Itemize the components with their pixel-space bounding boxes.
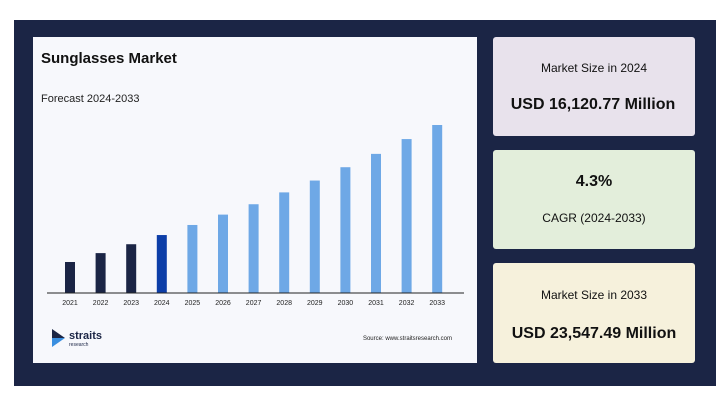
bar-2021	[65, 262, 75, 293]
x-tick-label-2023: 2023	[123, 300, 139, 307]
market-size-2024-card: Market Size in 2024 USD 16,120.77 Millio…	[493, 37, 695, 136]
x-tick-label-2024: 2024	[154, 300, 170, 307]
logo-mark-icon	[52, 329, 65, 347]
x-tick-label-2029: 2029	[307, 300, 323, 307]
bar-2023	[126, 244, 137, 293]
bar-2025	[187, 224, 198, 293]
x-tick-label-2025: 2025	[185, 300, 201, 307]
x-tick-label-2032: 2032	[399, 300, 415, 307]
chart-subtitle: Forecast 2024-2033	[41, 93, 140, 105]
x-tick-label-2027: 2027	[246, 300, 262, 307]
cagr-card: 4.3% CAGR (2024-2033)	[493, 150, 695, 249]
x-tick-label-2031: 2031	[368, 300, 384, 307]
bar-chart: 2021 2022 2023 2024 2025 2026 2027 2028 2029 2030…	[47, 125, 464, 307]
straits-logo: straits research	[51, 327, 131, 351]
source-text: Source: www.straitsresearch.com	[362, 336, 452, 342]
bar-2029	[309, 180, 320, 293]
x-tick-label-2030: 2030	[338, 300, 354, 307]
bar-2031	[371, 153, 381, 293]
market-size-2033-label: Market Size in 2033	[540, 288, 648, 302]
bar-2024	[156, 235, 167, 293]
logo-subtext: research	[69, 342, 89, 348]
bar-2022	[95, 253, 106, 293]
market-size-2024-label: Market Size in 2024	[540, 61, 648, 75]
x-tick-label-2022: 2022	[93, 300, 109, 307]
cagr-value: 4.3%	[575, 173, 613, 190]
chart-title: Sunglasses Market	[41, 50, 177, 67]
x-tick-label-2033: 2033	[429, 300, 445, 307]
cagr-label: CAGR (2024-2033)	[542, 211, 646, 225]
bar-2033	[432, 125, 443, 293]
market-size-2033-card: Market Size in 2033 USD 23,547.49 Millio…	[493, 263, 695, 363]
bar-2026	[218, 214, 228, 293]
bar-2032	[401, 139, 412, 293]
x-tick-label-2021: 2021	[62, 300, 78, 307]
chart-panel: Sunglasses Market Forecast 2024-2033 202…	[33, 37, 477, 363]
market-size-2033-value: USD 23,547.49 Million	[511, 325, 677, 342]
market-size-2024-value: USD 16,120.77 Million	[510, 96, 676, 113]
logo-text: straits	[69, 330, 103, 342]
x-tick-label-2028: 2028	[276, 300, 292, 307]
bar-2028	[279, 192, 290, 293]
bar-2030	[340, 167, 351, 293]
bar-2027	[248, 204, 259, 293]
x-tick-label-2026: 2026	[215, 300, 231, 307]
